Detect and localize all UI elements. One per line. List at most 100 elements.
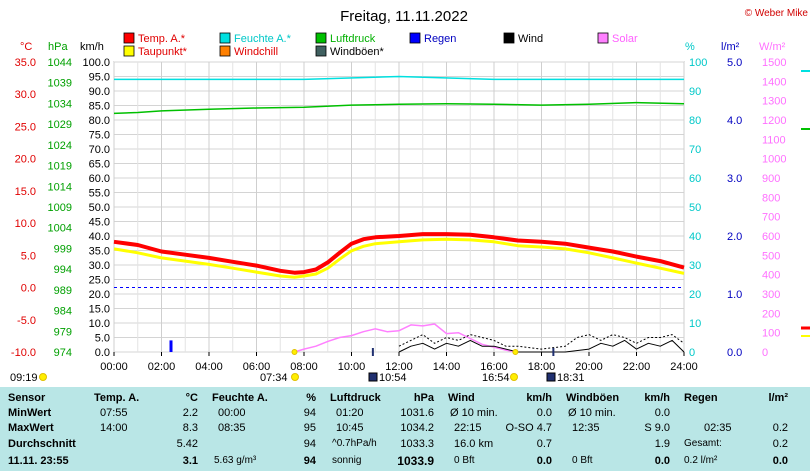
wind-tick: 55.0 [89, 188, 110, 200]
temp-avg-value: 5.42 [176, 438, 198, 450]
current-time: 11.11. 23:55 [8, 455, 69, 467]
legend: Temp. A.* Feuchte A.* Luftdruck Regen Wind So… [123, 32, 638, 58]
humidity-tick: 30 [689, 260, 701, 272]
gust-header: Windböen [566, 392, 620, 404]
copyright-label: © Weber Mike [745, 8, 809, 19]
x-tick: 22:00 [623, 361, 651, 373]
moon-icon [368, 372, 378, 382]
rain-unit-label: l/m² [721, 41, 740, 53]
wind-tick: 75.0 [89, 130, 110, 142]
gust-min-value: 0.0 [654, 407, 670, 419]
sun-label: 07:34 [260, 372, 288, 384]
rain-max-time: 02:35 [704, 422, 732, 434]
hum-max-value: 95 [303, 422, 316, 434]
rain-tick: 1.0 [727, 289, 742, 301]
solar-tick: 100 [762, 328, 780, 340]
table-col-sensor: Sensor MinWert MaxWert Durchschnitt 11.1… [0, 387, 88, 471]
solar-tick: 1100 [762, 134, 786, 146]
humidity-tick: 20 [689, 289, 701, 301]
wind-tick: 85.0 [89, 101, 110, 113]
wind-current-value: 0.0 [536, 455, 552, 467]
legend-swatch [219, 32, 231, 44]
sensor-header: Sensor [8, 392, 46, 404]
table-col-pressure: Luftdruck hPa 01:20 1031.6 10:45 1034.2 ^0.… [324, 387, 442, 471]
gust-max-value: S 9.0 [644, 422, 670, 434]
temp-tick: 10.0 [15, 218, 36, 230]
solar-tick: 1400 [762, 76, 786, 88]
hum-header: Feuchte A. [212, 392, 268, 404]
rain-current-value: 0.0 [772, 455, 788, 467]
sun-icon [39, 373, 47, 381]
axes: °C hPa km/h% l/m² W/m² 35.0 30.0 25.0 20.0 15.0 10… [11, 41, 810, 373]
wind-max-value: O-SO 4.7 [505, 422, 552, 434]
wind-distance: 16.0 km [454, 438, 494, 450]
wind-tick: 50.0 [89, 202, 110, 214]
hum-avg-value: 94 [303, 438, 316, 450]
plot-area [113, 75, 685, 353]
series-line [294, 323, 516, 353]
rain-tick: 3.0 [727, 173, 742, 185]
rain-tick: 4.0 [727, 115, 742, 127]
max-label: MaxWert [8, 422, 54, 434]
pressure-tick: 1029 [48, 119, 72, 131]
press-max-value: 1034.2 [400, 422, 434, 434]
weather-chart: Freitag, 11.11.2022 © Weber Mike Temp. A… [10, 8, 810, 384]
hum-max-time: 08:35 [218, 422, 246, 434]
series-line [113, 101, 685, 115]
humidity-tick: 90 [689, 86, 701, 98]
temp-min-time: 07:55 [100, 407, 128, 419]
wind-tick: 20.0 [89, 289, 110, 301]
wind-max-time: 22:15 [454, 422, 482, 434]
hum-current-value: 94 [303, 455, 316, 467]
wind-tick: 80.0 [89, 115, 110, 127]
x-tick: 10:00 [338, 361, 366, 373]
rain-max-value: 0.2 [772, 422, 788, 434]
solar-tick: 1300 [762, 96, 786, 108]
wind-tick: 70.0 [89, 144, 110, 156]
legend-label: Wind [518, 33, 543, 45]
press-forecast: sonnig [332, 455, 362, 466]
rain-24h: 0.2 l/m² [684, 455, 718, 466]
temp-max-time: 14:00 [100, 422, 128, 434]
sun-marker [291, 349, 298, 355]
rain-tick: 0.0 [727, 347, 742, 359]
avg-label: Durchschnitt [8, 438, 76, 450]
humidity-tick: 60 [689, 173, 701, 185]
sun-markers: 09:19 07:34 10:54 16:54 18:31 [10, 348, 585, 384]
legend-swatch [123, 45, 135, 57]
temp-tick: 0.0 [21, 283, 36, 295]
moon-icon [546, 372, 556, 382]
pressure-tick: 1019 [48, 161, 72, 173]
solar-tick: 500 [762, 250, 780, 262]
x-tick: 04:00 [195, 361, 223, 373]
wind-tick: 0.0 [95, 347, 110, 359]
table-col-wind: Wind km/h Ø 10 min. 0.0 22:15 O-SO 4.7 16.0… [442, 387, 560, 471]
temp-unit: °C [185, 392, 198, 404]
gust-min-label: Ø 10 min. [568, 407, 616, 419]
solar-tick: 200 [762, 308, 780, 320]
solar-tick: 0 [762, 347, 768, 359]
temp-header: Temp. A. [94, 392, 140, 404]
humidity-tick: 10 [689, 318, 701, 330]
solar-tick: 900 [762, 173, 780, 185]
wind-tick: 10.0 [89, 318, 110, 330]
solar-unit-label: W/m² [759, 41, 786, 53]
solar-tick: 1500 [762, 57, 786, 69]
temp-tick: 30.0 [15, 89, 36, 101]
legend-label: Temp. A.* [138, 33, 186, 45]
x-tick: 02:00 [148, 361, 176, 373]
pressure-tick: 994 [54, 264, 72, 276]
rain-tick: 5.0 [727, 57, 742, 69]
series-line [398, 334, 685, 350]
min-label: MinWert [8, 407, 52, 419]
pressure-tick: 1004 [48, 223, 72, 235]
legend-swatch [315, 45, 327, 57]
series-line [113, 237, 685, 279]
pressure-tick: 999 [54, 243, 72, 255]
press-header: Luftdruck [330, 392, 381, 404]
rain-bar [169, 340, 173, 352]
legend-label: Windböen* [330, 46, 385, 58]
x-tick: 18:00 [528, 361, 556, 373]
wind-avg-value: 0.7 [536, 438, 552, 450]
pressure-tick: 1009 [48, 202, 72, 214]
